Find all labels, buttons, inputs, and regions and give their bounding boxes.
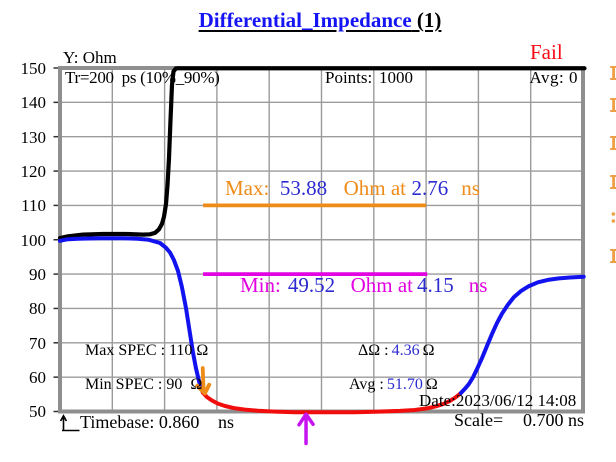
right-edge-clipped-text — [610, 110, 616, 112]
max-spec-readout: Max SPEC : 110 Ω — [85, 342, 209, 359]
points-value: 1000 — [379, 67, 413, 87]
y-tick-label: 110 — [21, 196, 46, 216]
page-title: Differential_Impedance (1) — [199, 10, 442, 31]
right-edge-clipped-text — [612, 250, 615, 261]
scale-value: 0.700 ns — [523, 409, 585, 430]
right-edge-clipped-text — [610, 98, 616, 100]
right-edge-clipped-text — [612, 137, 615, 148]
delta-value: 4.36 — [391, 342, 420, 359]
trace-impedance-before-window-blue — [58, 236, 205, 395]
date-stamp: Date:2023/06/12 14:08 — [419, 390, 577, 410]
trace-rise-reference-black — [57, 66, 587, 241]
average-value: 51.70 — [386, 375, 423, 393]
y-tick-label: 150 — [20, 58, 47, 78]
y-tick-label: 60 — [29, 367, 46, 387]
risetime-readout: Tr=200 ps (10%_90%) — [65, 67, 220, 87]
max-unit: ns — [461, 176, 480, 200]
min-label: Min: — [240, 273, 281, 297]
y-tick-label: 140 — [20, 93, 47, 113]
average-label: Avg : — [349, 375, 384, 393]
y-tick-label: 130 — [20, 127, 47, 147]
points-label: Points: — [325, 67, 373, 87]
right-edge-clipped-text — [610, 136, 616, 138]
y-tick-label: 90 — [29, 264, 46, 284]
max-mid-text: Ohm at — [343, 176, 406, 200]
min-unit: ns — [468, 273, 488, 297]
delta-label: ΔΩ : — [358, 342, 389, 359]
right-edge-clipped-text — [610, 249, 616, 251]
right-edge-clipped-text — [611, 219, 616, 223]
max-value: 53.88 — [279, 176, 328, 200]
title-text: Differential_Impedance — [198, 8, 412, 32]
delta-readout: ΔΩ :4.36 Ω — [358, 343, 435, 359]
min-time: 4.15 — [417, 273, 454, 297]
timebase-readout: Timebase: 0.860 — [80, 411, 200, 432]
status-badge: Fail — [530, 40, 563, 64]
right-edge-clipped-text — [610, 66, 616, 68]
y-tick-label: 80 — [29, 299, 46, 319]
title-index: (1) — [411, 8, 442, 32]
right-edge-clipped-text — [611, 212, 616, 216]
timebase-unit: ns — [218, 411, 235, 432]
right-edge-clipped-text — [610, 148, 616, 150]
y-tick-label: 120 — [20, 161, 47, 181]
right-edge-clipped-text — [610, 78, 616, 80]
right-edge-clipped-text — [610, 261, 616, 263]
max-time: 2.76 — [411, 176, 449, 200]
averaging-readout: Avg: 0 — [529, 67, 578, 87]
y-tick-label: 70 — [29, 333, 46, 353]
average-readout: Avg :51.70 Ω — [349, 375, 438, 393]
y-axis-title: Y: Ohm — [63, 48, 117, 67]
min-value: 49.52 — [287, 273, 336, 297]
right-edge-clipped-text — [610, 187, 616, 189]
min-cursor-arrow-head — [297, 412, 315, 427]
max-cursor-arrow-head — [195, 382, 212, 396]
min-readout: Min: 49.52 Ohm at 4.15 ns — [240, 275, 487, 296]
min-mid-text: Ohm at — [350, 273, 413, 297]
max-readout: Max: 53.88 Ohm at 2.76 ns — [225, 178, 480, 199]
max-label: Max: — [225, 176, 270, 200]
delta-unit: Ω — [422, 342, 435, 359]
scale-label: Scale= — [454, 409, 504, 430]
min-spec-readout: Min SPEC : 90 Ω — [85, 375, 203, 393]
y-tick-label: 50 — [29, 402, 46, 422]
max-cursor-arrow-shaft — [200, 366, 206, 391]
average-unit: Ω — [425, 375, 438, 393]
right-edge-clipped-text — [612, 176, 615, 187]
trace-impedance-measure-window-red — [200, 390, 463, 415]
trace-impedance-after-window-blue — [458, 274, 586, 395]
axis-origin-arrow-icon — [59, 414, 80, 432]
right-edge-clipped-text — [612, 99, 615, 110]
y-tick-label: 100 — [20, 230, 47, 250]
right-edge-clipped-text — [612, 67, 615, 78]
right-edge-clipped-text — [610, 175, 616, 177]
